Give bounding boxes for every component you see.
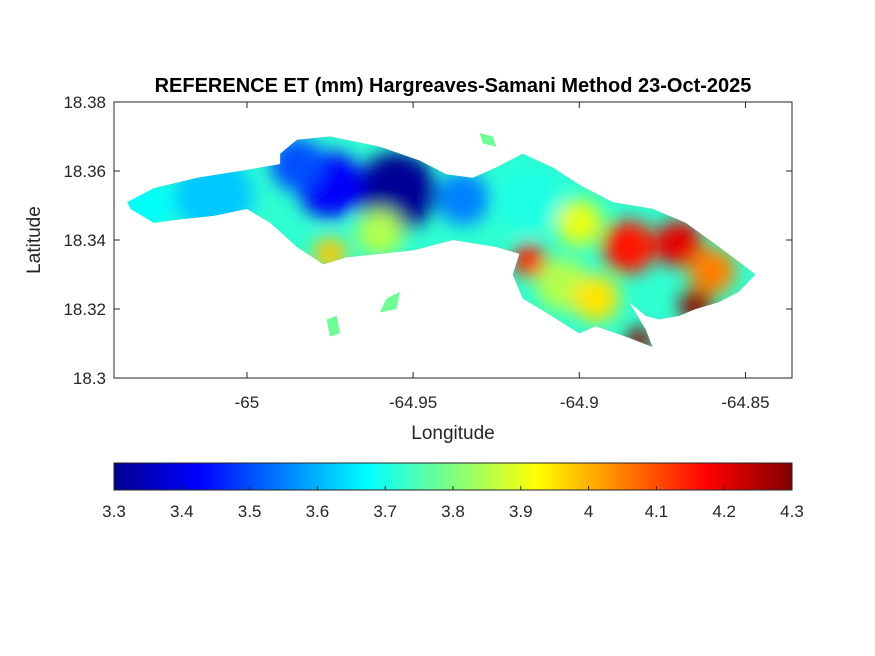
y-tick-label: 18.38	[63, 93, 106, 112]
colorbar-tick-label: 3.7	[373, 502, 397, 521]
y-axis: 18.3 18.32 18.34 18.36 18.38	[63, 93, 792, 388]
x-tick-label: -64.9	[560, 393, 599, 412]
x-axis-label: Longitude	[411, 423, 494, 444]
et-cell	[688, 247, 736, 295]
colorbar-tick-label: 3.3	[102, 502, 126, 521]
et-cell	[602, 220, 656, 274]
et-cell	[572, 275, 620, 322]
x-tick-label: -64.85	[721, 393, 769, 412]
et-cell	[436, 172, 490, 226]
colorbar-tick-label: 3.9	[509, 502, 533, 521]
colorbar	[113, 462, 793, 491]
island-outline	[126, 135, 757, 348]
x-axis: -65 -64.95 -64.9 -64.85	[235, 102, 770, 412]
islet	[326, 315, 340, 337]
et-cell	[556, 199, 603, 247]
y-tick-label: 18.36	[63, 162, 106, 181]
colorbar-tick-label: 3.5	[238, 502, 262, 521]
colorbar-tick-label: 4.2	[712, 502, 736, 521]
y-axis-label: Latitude	[24, 206, 45, 274]
colorbar-tick-label: 4.3	[780, 502, 804, 521]
colorbar-tick-label: 3.8	[441, 502, 465, 521]
islet	[479, 133, 497, 147]
colorbar-tick-label: 4.1	[645, 502, 669, 521]
x-tick-label: -64.95	[389, 393, 437, 412]
colorbar-ticks: 3.3 3.4 3.5 3.6 3.7 3.8 3.9 4 4.1 4.2 4.3	[102, 486, 804, 521]
et-cell	[655, 220, 703, 267]
colorbar-tick-label: 3.4	[170, 502, 194, 521]
colorbar-tick-label: 3.6	[306, 502, 330, 521]
colorbar-tick-label: 4	[584, 502, 593, 521]
y-tick-label: 18.32	[63, 300, 106, 319]
chart-title: REFERENCE ET (mm) Hargreaves-Samani Meth…	[155, 75, 752, 97]
y-tick-label: 18.34	[63, 231, 106, 250]
islet	[379, 291, 400, 313]
islets	[326, 133, 497, 337]
et-cell	[356, 209, 404, 257]
et-cell	[496, 165, 563, 232]
y-tick-label: 18.3	[73, 369, 106, 388]
et-cell	[512, 244, 547, 278]
x-tick-label: -65	[235, 393, 260, 412]
